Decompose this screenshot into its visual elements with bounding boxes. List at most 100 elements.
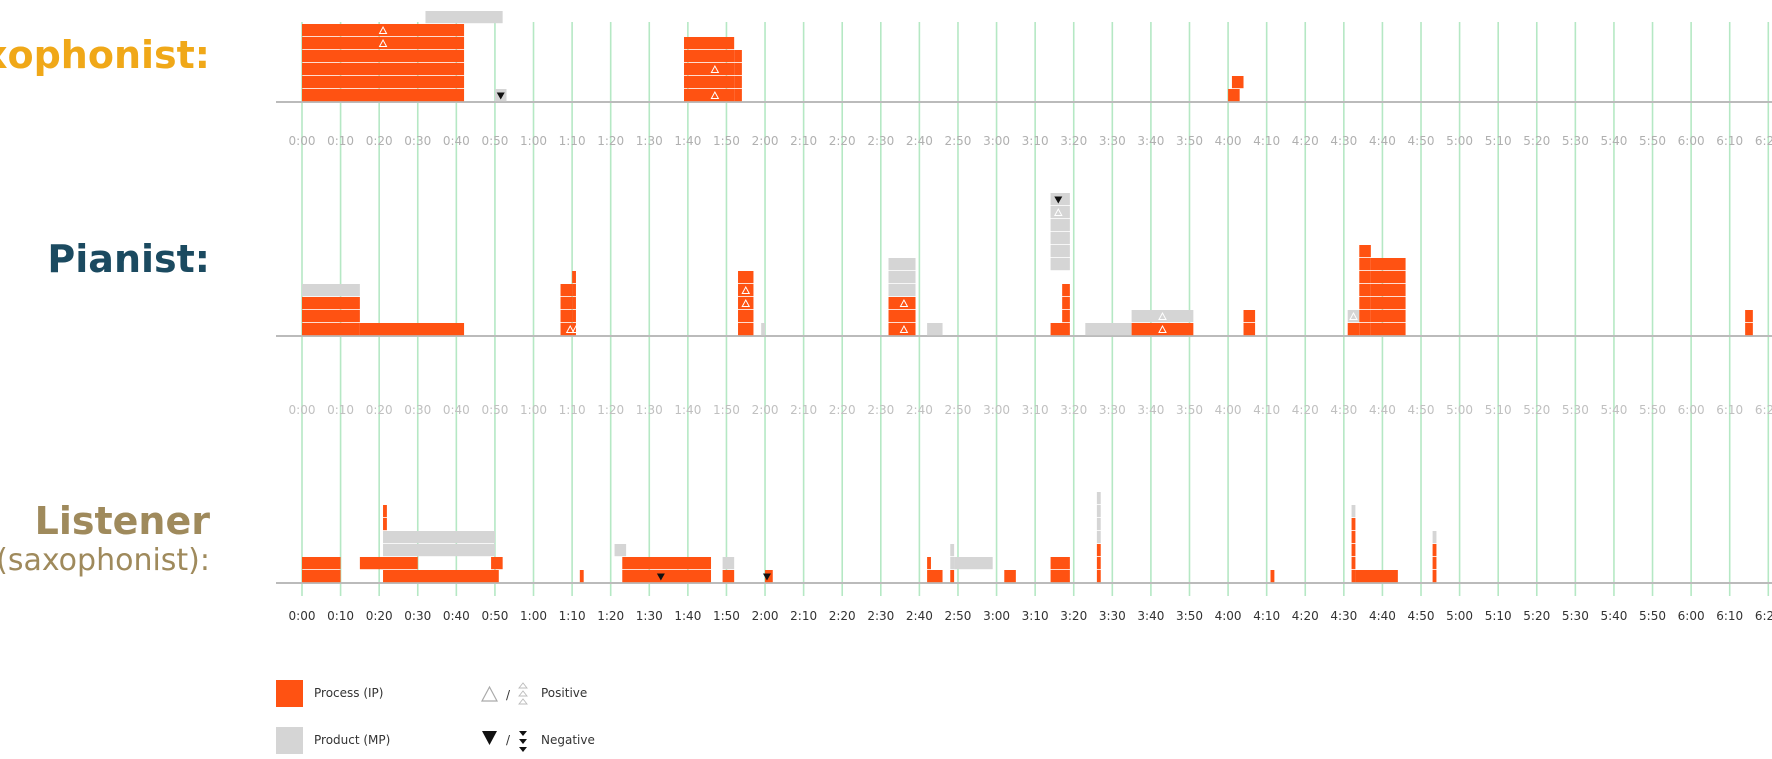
saxophonist-row-label: Saxophonist: (0, 33, 210, 77)
product-bar (1096, 531, 1101, 544)
tick-label: 6:20 (1755, 403, 1772, 417)
tick-label: 2:50 (944, 403, 971, 417)
product-bar (425, 11, 503, 24)
product-bar (1096, 505, 1101, 518)
tick-label: 4:50 (1408, 609, 1435, 623)
process-bar (927, 557, 931, 570)
tick-label: 4:20 (1292, 134, 1319, 148)
tick-label: 5:00 (1446, 403, 1473, 417)
positive-marker (1053, 207, 1063, 216)
tick-label: 0:00 (289, 134, 316, 148)
process-bar (1351, 531, 1356, 544)
process-bar (1370, 271, 1406, 284)
tick-label: 6:00 (1678, 403, 1705, 417)
tick-label: 1:00 (520, 403, 547, 417)
process-bar (579, 570, 584, 583)
tick-label: 3:30 (1099, 403, 1126, 417)
positive-marker (710, 64, 720, 73)
product-bar (927, 323, 943, 336)
process-bar (491, 557, 503, 570)
product-bar (761, 323, 766, 336)
tick-label: 3:00 (983, 609, 1010, 623)
process-bar (734, 89, 742, 102)
product-bar (1050, 219, 1070, 232)
process-bar (302, 89, 465, 102)
tick-label: 3:20 (1060, 609, 1087, 623)
legend-slash: / (506, 733, 511, 747)
tick-label: 4:50 (1408, 403, 1435, 417)
tick-label: 5:20 (1523, 403, 1550, 417)
process-bar (1004, 570, 1016, 583)
process-bar (738, 271, 754, 284)
tick-label: 6:10 (1716, 134, 1743, 148)
process-bar (1228, 89, 1240, 102)
tick-label: 0:40 (443, 609, 470, 623)
process-bar (302, 37, 465, 50)
tick-label: 3:40 (1137, 403, 1164, 417)
tick-label: 0:20 (366, 403, 393, 417)
tick-label: 1:10 (559, 609, 586, 623)
process-bar (1351, 518, 1356, 531)
process-bar (622, 557, 712, 570)
process-bar (572, 297, 576, 310)
tick-label: 0:10 (327, 609, 354, 623)
positive-marker (378, 38, 388, 47)
product-bar (950, 544, 955, 557)
process-bar (684, 50, 735, 63)
tick-label: 3:40 (1137, 609, 1164, 623)
tick-label: 0:40 (443, 134, 470, 148)
product-bar (1085, 323, 1132, 336)
product-bar (1131, 310, 1194, 323)
process-bar (927, 570, 943, 583)
tick-label: 2:40 (906, 134, 933, 148)
process-bar (560, 323, 573, 336)
legend-positive-label: Positive (541, 686, 587, 700)
tick-label: 2:00 (752, 609, 779, 623)
process-bar (1355, 570, 1398, 583)
tick-label: 4:30 (1330, 609, 1357, 623)
positive-marker (378, 25, 388, 34)
tick-label: 0:50 (481, 609, 508, 623)
tick-label: 1:00 (520, 609, 547, 623)
process-bar (1351, 570, 1356, 583)
product-bar (954, 557, 993, 570)
positive-marker (1158, 324, 1167, 333)
process-bar (1359, 310, 1371, 323)
tick-label: 0:30 (404, 134, 431, 148)
tick-label: 1:20 (597, 609, 624, 623)
process-bar (359, 557, 418, 570)
tick-label: 0:00 (289, 609, 316, 623)
process-bar (1096, 557, 1101, 570)
process-bar (1050, 570, 1070, 583)
tick-label: 5:30 (1562, 134, 1589, 148)
tick-label: 1:40 (674, 609, 701, 623)
tick-label: 2:20 (829, 134, 856, 148)
tick-label: 1:00 (520, 134, 547, 148)
process-bar (1745, 310, 1753, 323)
process-bar (383, 570, 499, 583)
tick-label: 5:20 (1523, 609, 1550, 623)
product-bar (888, 258, 916, 271)
tick-label: 1:50 (713, 403, 740, 417)
tick-label: 4:40 (1369, 609, 1396, 623)
tick-label: 1:30 (636, 134, 663, 148)
tick-label: 5:40 (1600, 609, 1627, 623)
tick-label: 1:30 (636, 609, 663, 623)
process-bar (1351, 557, 1356, 570)
product-bar (888, 271, 916, 284)
process-bar (1359, 297, 1371, 310)
legend-negative-icon (482, 731, 497, 745)
tick-label: 2:50 (944, 609, 971, 623)
process-bar (383, 505, 387, 518)
product-bar (950, 557, 955, 570)
listener-row-label: Listener (34, 499, 210, 543)
tick-label: 4:00 (1215, 403, 1242, 417)
tick-label: 6:00 (1678, 609, 1705, 623)
process-bar (1370, 297, 1406, 310)
process-bar (738, 310, 754, 323)
legend-negative-stack-icon (519, 739, 527, 744)
legend-product-swatch (276, 727, 303, 754)
process-bar (1370, 323, 1406, 336)
tick-label: 4:10 (1253, 403, 1280, 417)
negative-marker (496, 92, 505, 100)
